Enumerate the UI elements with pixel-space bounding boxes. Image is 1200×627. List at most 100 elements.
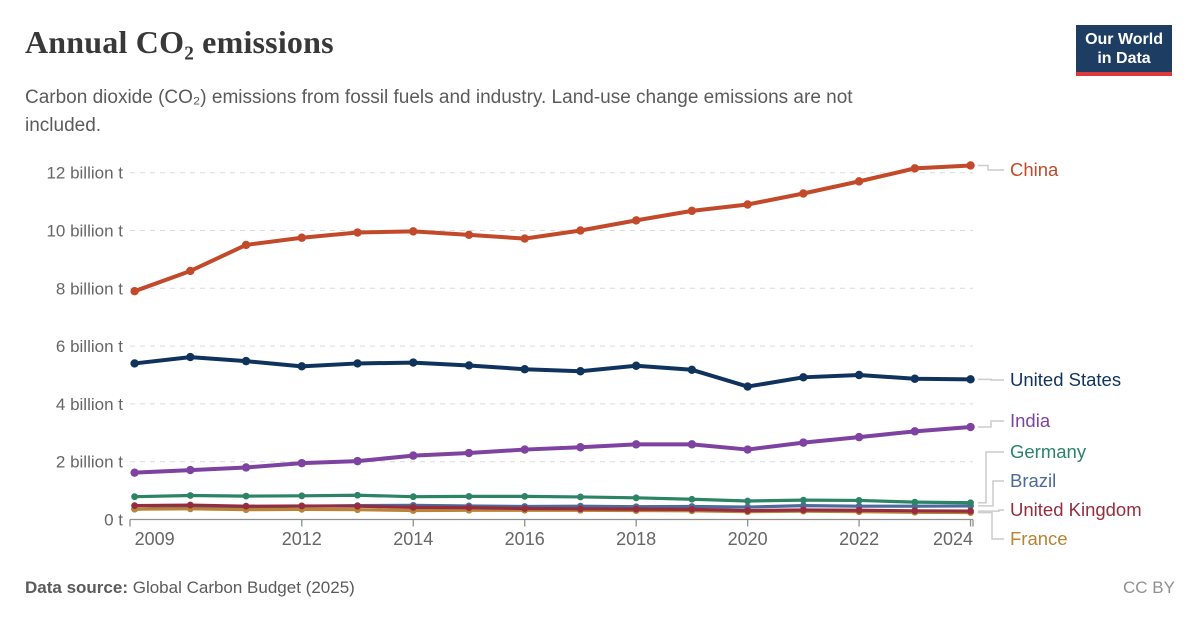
series-line	[133, 503, 973, 513]
series-united-states[interactable]: United States	[130, 352, 1121, 391]
label-connector	[978, 511, 1004, 540]
data-point	[298, 502, 306, 510]
x-axis-tick-label: 2014	[393, 529, 433, 549]
license-badge: CC BY	[1123, 578, 1175, 597]
data-point	[799, 496, 807, 504]
data-point	[911, 498, 919, 506]
data-point	[744, 497, 752, 505]
data-point	[967, 507, 974, 515]
label-connector	[978, 420, 1004, 428]
series-line	[132, 163, 973, 294]
data-point	[409, 503, 417, 511]
data-source: Data source: Global Carbon Budget (2025)	[25, 578, 355, 598]
x-axis-tick-label: 2016	[505, 529, 545, 549]
data-point	[242, 492, 250, 500]
data-point	[688, 495, 696, 503]
data-point	[855, 506, 863, 514]
data-source-value: Global Carbon Budget (2025)	[132, 578, 355, 597]
y-axis-tick-label: 8 billion t	[56, 279, 123, 298]
series-end-label[interactable]: United Kingdom	[1010, 499, 1142, 520]
data-point	[241, 463, 251, 472]
data-point	[743, 445, 752, 454]
label-connector	[978, 164, 1004, 171]
y-axis-tick-label: 2 billion t	[56, 453, 123, 472]
data-point	[298, 492, 306, 500]
data-point	[799, 438, 808, 447]
data-point	[631, 216, 641, 225]
data-point	[297, 458, 306, 468]
data-point	[241, 356, 251, 366]
data-source-label: Data source:	[25, 578, 128, 597]
data-point	[632, 494, 640, 502]
data-point	[465, 504, 473, 512]
chart-subtitle: Carbon dioxide (CO₂) emissions from foss…	[25, 87, 853, 136]
data-point	[854, 432, 864, 442]
owid-logo-line2: in Data	[1097, 50, 1151, 67]
data-point	[967, 499, 974, 507]
data-point	[409, 493, 417, 501]
label-connector	[978, 451, 1004, 504]
series-end-label[interactable]: India	[1010, 410, 1051, 431]
data-point	[687, 365, 697, 374]
data-point	[966, 161, 975, 170]
data-point	[910, 374, 920, 383]
data-point	[966, 422, 975, 432]
x-axis-tick-label: 2022	[839, 529, 879, 549]
x-axis-tick-label: 2012	[282, 529, 322, 549]
owid-logo[interactable]: Our World in Data	[1076, 25, 1172, 76]
chart-title: Annual CO₂ emissions	[25, 24, 334, 60]
series-line	[132, 425, 973, 475]
data-point	[297, 233, 306, 242]
data-point	[688, 505, 696, 513]
series-end-label[interactable]: United States	[1010, 369, 1121, 390]
data-point	[743, 200, 752, 209]
data-point	[744, 507, 752, 514]
owid-logo-line1: Our World	[1085, 31, 1163, 48]
data-point	[521, 505, 529, 512]
data-point	[353, 359, 362, 368]
data-point	[631, 440, 641, 449]
data-point	[910, 164, 920, 173]
data-point	[186, 501, 194, 509]
data-point	[297, 362, 306, 371]
data-point	[465, 492, 473, 500]
data-point	[799, 373, 808, 382]
series-end-label[interactable]: Brazil	[1010, 470, 1056, 491]
data-point	[520, 365, 529, 374]
data-point	[520, 234, 529, 243]
chart-footer: Data source: Global Carbon Budget (2025)…	[25, 578, 1175, 598]
series-china[interactable]: China	[130, 159, 1059, 296]
data-point	[687, 206, 697, 216]
data-point	[409, 358, 418, 367]
data-point	[576, 367, 585, 376]
data-point	[131, 502, 139, 510]
y-axis-tick-label: 6 billion t	[56, 337, 123, 356]
series-line	[132, 355, 973, 389]
data-point	[130, 286, 139, 296]
data-point	[520, 445, 529, 454]
data-point	[799, 189, 808, 198]
data-point	[576, 443, 585, 452]
data-point	[186, 465, 195, 475]
y-axis-tick-label: 10 billion t	[46, 222, 123, 241]
series-united-kingdom[interactable]: United Kingdom	[131, 499, 1142, 520]
data-point	[354, 502, 361, 510]
label-connector	[978, 378, 1004, 381]
data-point	[631, 361, 641, 370]
series-end-label[interactable]: China	[1010, 159, 1059, 180]
data-point	[186, 492, 194, 499]
data-point	[632, 505, 640, 513]
series-india[interactable]: India	[130, 410, 1051, 477]
data-point	[130, 359, 139, 368]
series-end-label[interactable]: France	[1010, 528, 1068, 549]
data-point	[911, 507, 919, 515]
data-point	[353, 228, 362, 237]
series-germany[interactable]: Germany	[131, 441, 1087, 507]
series-end-label[interactable]: Germany	[1010, 441, 1087, 462]
data-point	[799, 506, 807, 514]
label-connector	[978, 509, 1004, 512]
y-axis-tick-label: 12 billion t	[46, 164, 123, 183]
data-point	[186, 266, 195, 276]
data-point	[464, 230, 474, 240]
